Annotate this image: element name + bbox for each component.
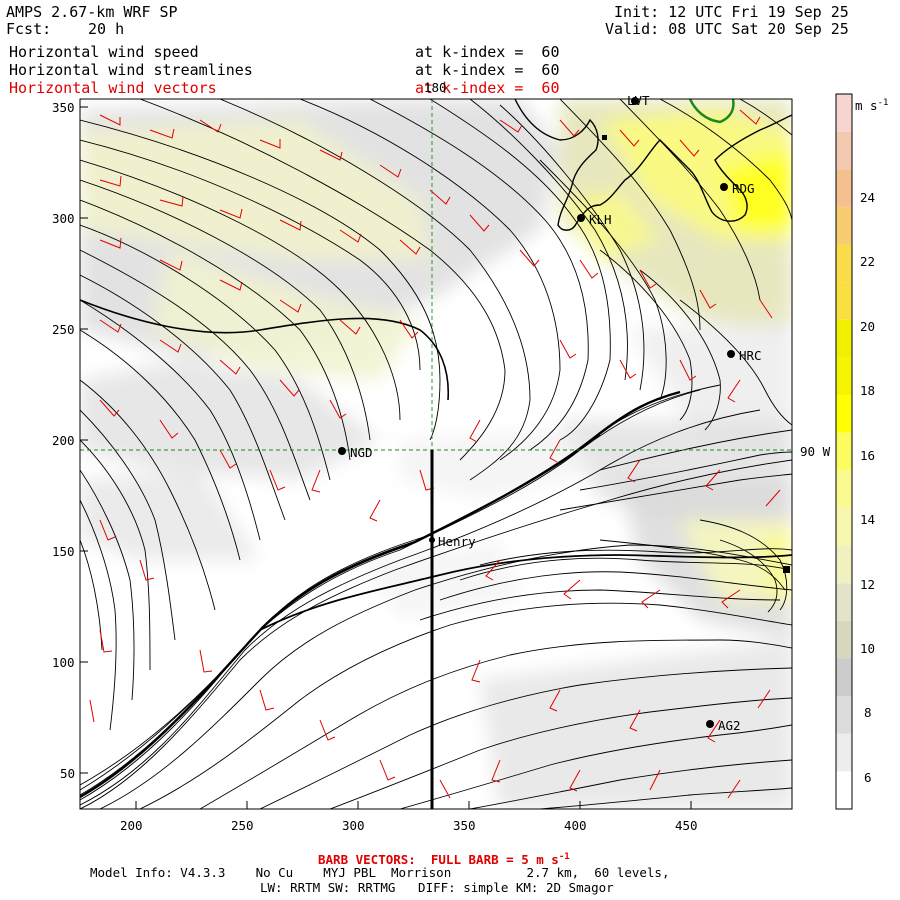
x-tick-450: 450 — [675, 818, 698, 833]
colorbar-cell — [836, 357, 852, 396]
colorbar-label-14: 14 — [860, 512, 876, 527]
field-name-streamlines: Horizontal wind streamlines — [9, 61, 253, 79]
model-info: Model Info: V4.3.3 No Cu MYJ PBL Morriso… — [90, 865, 670, 880]
convergence-band — [80, 299, 792, 799]
model-info-physics: LW: RRTM SW: RRTMG DIFF: simple KM: 2D S… — [260, 880, 614, 895]
colorbar-cell — [836, 658, 852, 697]
station-label-klh: KLH — [589, 212, 612, 227]
x-tick-350: 350 — [453, 818, 476, 833]
colorbar-cell — [836, 94, 852, 132]
wind-barbs — [89, 109, 781, 799]
station-label-lvt: LVT — [627, 93, 650, 108]
forecast-label: Fcst: — [6, 20, 52, 38]
field-name-speed: Horizontal wind speed — [9, 43, 199, 61]
station-label-hrc: HRC — [739, 348, 762, 363]
colorbar-unit: m s-1 — [855, 98, 889, 114]
colorbar-cell — [836, 620, 852, 659]
colorbar-cell — [836, 696, 852, 734]
x-tick-200: 200 — [120, 818, 143, 833]
x-tick-400: 400 — [564, 818, 587, 833]
colorbar-cell — [836, 733, 852, 772]
y-tick-150: 150 — [52, 544, 75, 559]
colorbar-label-22: 22 — [860, 254, 876, 269]
station-label-rdg: RDG — [732, 181, 755, 196]
coastline — [514, 99, 792, 231]
ice-shelf-edge — [688, 99, 735, 124]
x-tick-300: 300 — [342, 818, 365, 833]
colorbar-label-24: 24 — [860, 190, 876, 205]
station-markers — [338, 97, 790, 728]
colorbar-cell — [836, 206, 852, 245]
y-tick-100: 100 — [52, 655, 75, 670]
colorbar-cell — [836, 771, 852, 809]
y-tick-200: 200 — [52, 433, 75, 448]
colorbar-label-6: 6 — [864, 770, 872, 785]
colorbar-frame — [835, 93, 853, 810]
x-tick-250: 250 — [231, 818, 254, 833]
colorbar-cell — [836, 432, 852, 471]
colorbar-cell — [836, 507, 852, 546]
colorbar-label-8: 8 — [864, 705, 872, 720]
colorbar-cell — [836, 319, 852, 358]
colorbar-cell — [836, 470, 852, 508]
field-level-streamlines: at k-index = 60 — [415, 61, 560, 79]
parallel-label: 90 W — [800, 444, 831, 459]
station-label-ngd: NGD — [350, 445, 373, 460]
y-tick-300: 300 — [52, 211, 75, 226]
axis-ticks — [80, 106, 692, 809]
colorbar-cell — [836, 169, 852, 207]
plot-frame — [79, 98, 793, 810]
field-level-vectors: at k-index = 60 — [415, 79, 560, 97]
colorbar-cell — [836, 131, 852, 170]
y-tick-50: 50 — [60, 766, 76, 781]
colorbar-cell — [836, 583, 852, 621]
colorbar-label-10: 10 — [860, 641, 876, 656]
colorbar-label-18: 18 — [860, 383, 876, 398]
init-time: Init: 12 UTC Fri 19 Sep 25 — [614, 3, 849, 21]
barb-legend: BARB VECTORS: FULL BARB = 5 m s-1 — [318, 852, 570, 868]
y-tick-250: 250 — [52, 322, 75, 337]
colorbar — [835, 93, 853, 810]
station-label-ag2: AG2 — [718, 718, 741, 733]
station-label-henry: Henry — [438, 534, 476, 549]
valid-time: Valid: 08 UTC Sat 20 Sep 25 — [605, 20, 849, 38]
colorbar-label-16: 16 — [860, 448, 876, 463]
colorbar-cell — [836, 282, 852, 320]
colorbar-cell — [836, 244, 852, 283]
forecast-hour: 20 h — [88, 20, 125, 38]
field-name-vectors: Horizontal wind vectors — [9, 79, 217, 97]
field-level-speed: at k-index = 60 — [415, 43, 560, 61]
colorbar-cell — [836, 395, 852, 433]
meridian-label: 180 — [424, 80, 447, 95]
model-title: AMPS 2.67-km WRF SP — [6, 3, 178, 21]
y-tick-350: 350 — [52, 100, 75, 115]
colorbar-label-20: 20 — [860, 319, 876, 334]
colorbar-label-12: 12 — [860, 577, 876, 592]
colorbar-cell — [836, 545, 852, 584]
